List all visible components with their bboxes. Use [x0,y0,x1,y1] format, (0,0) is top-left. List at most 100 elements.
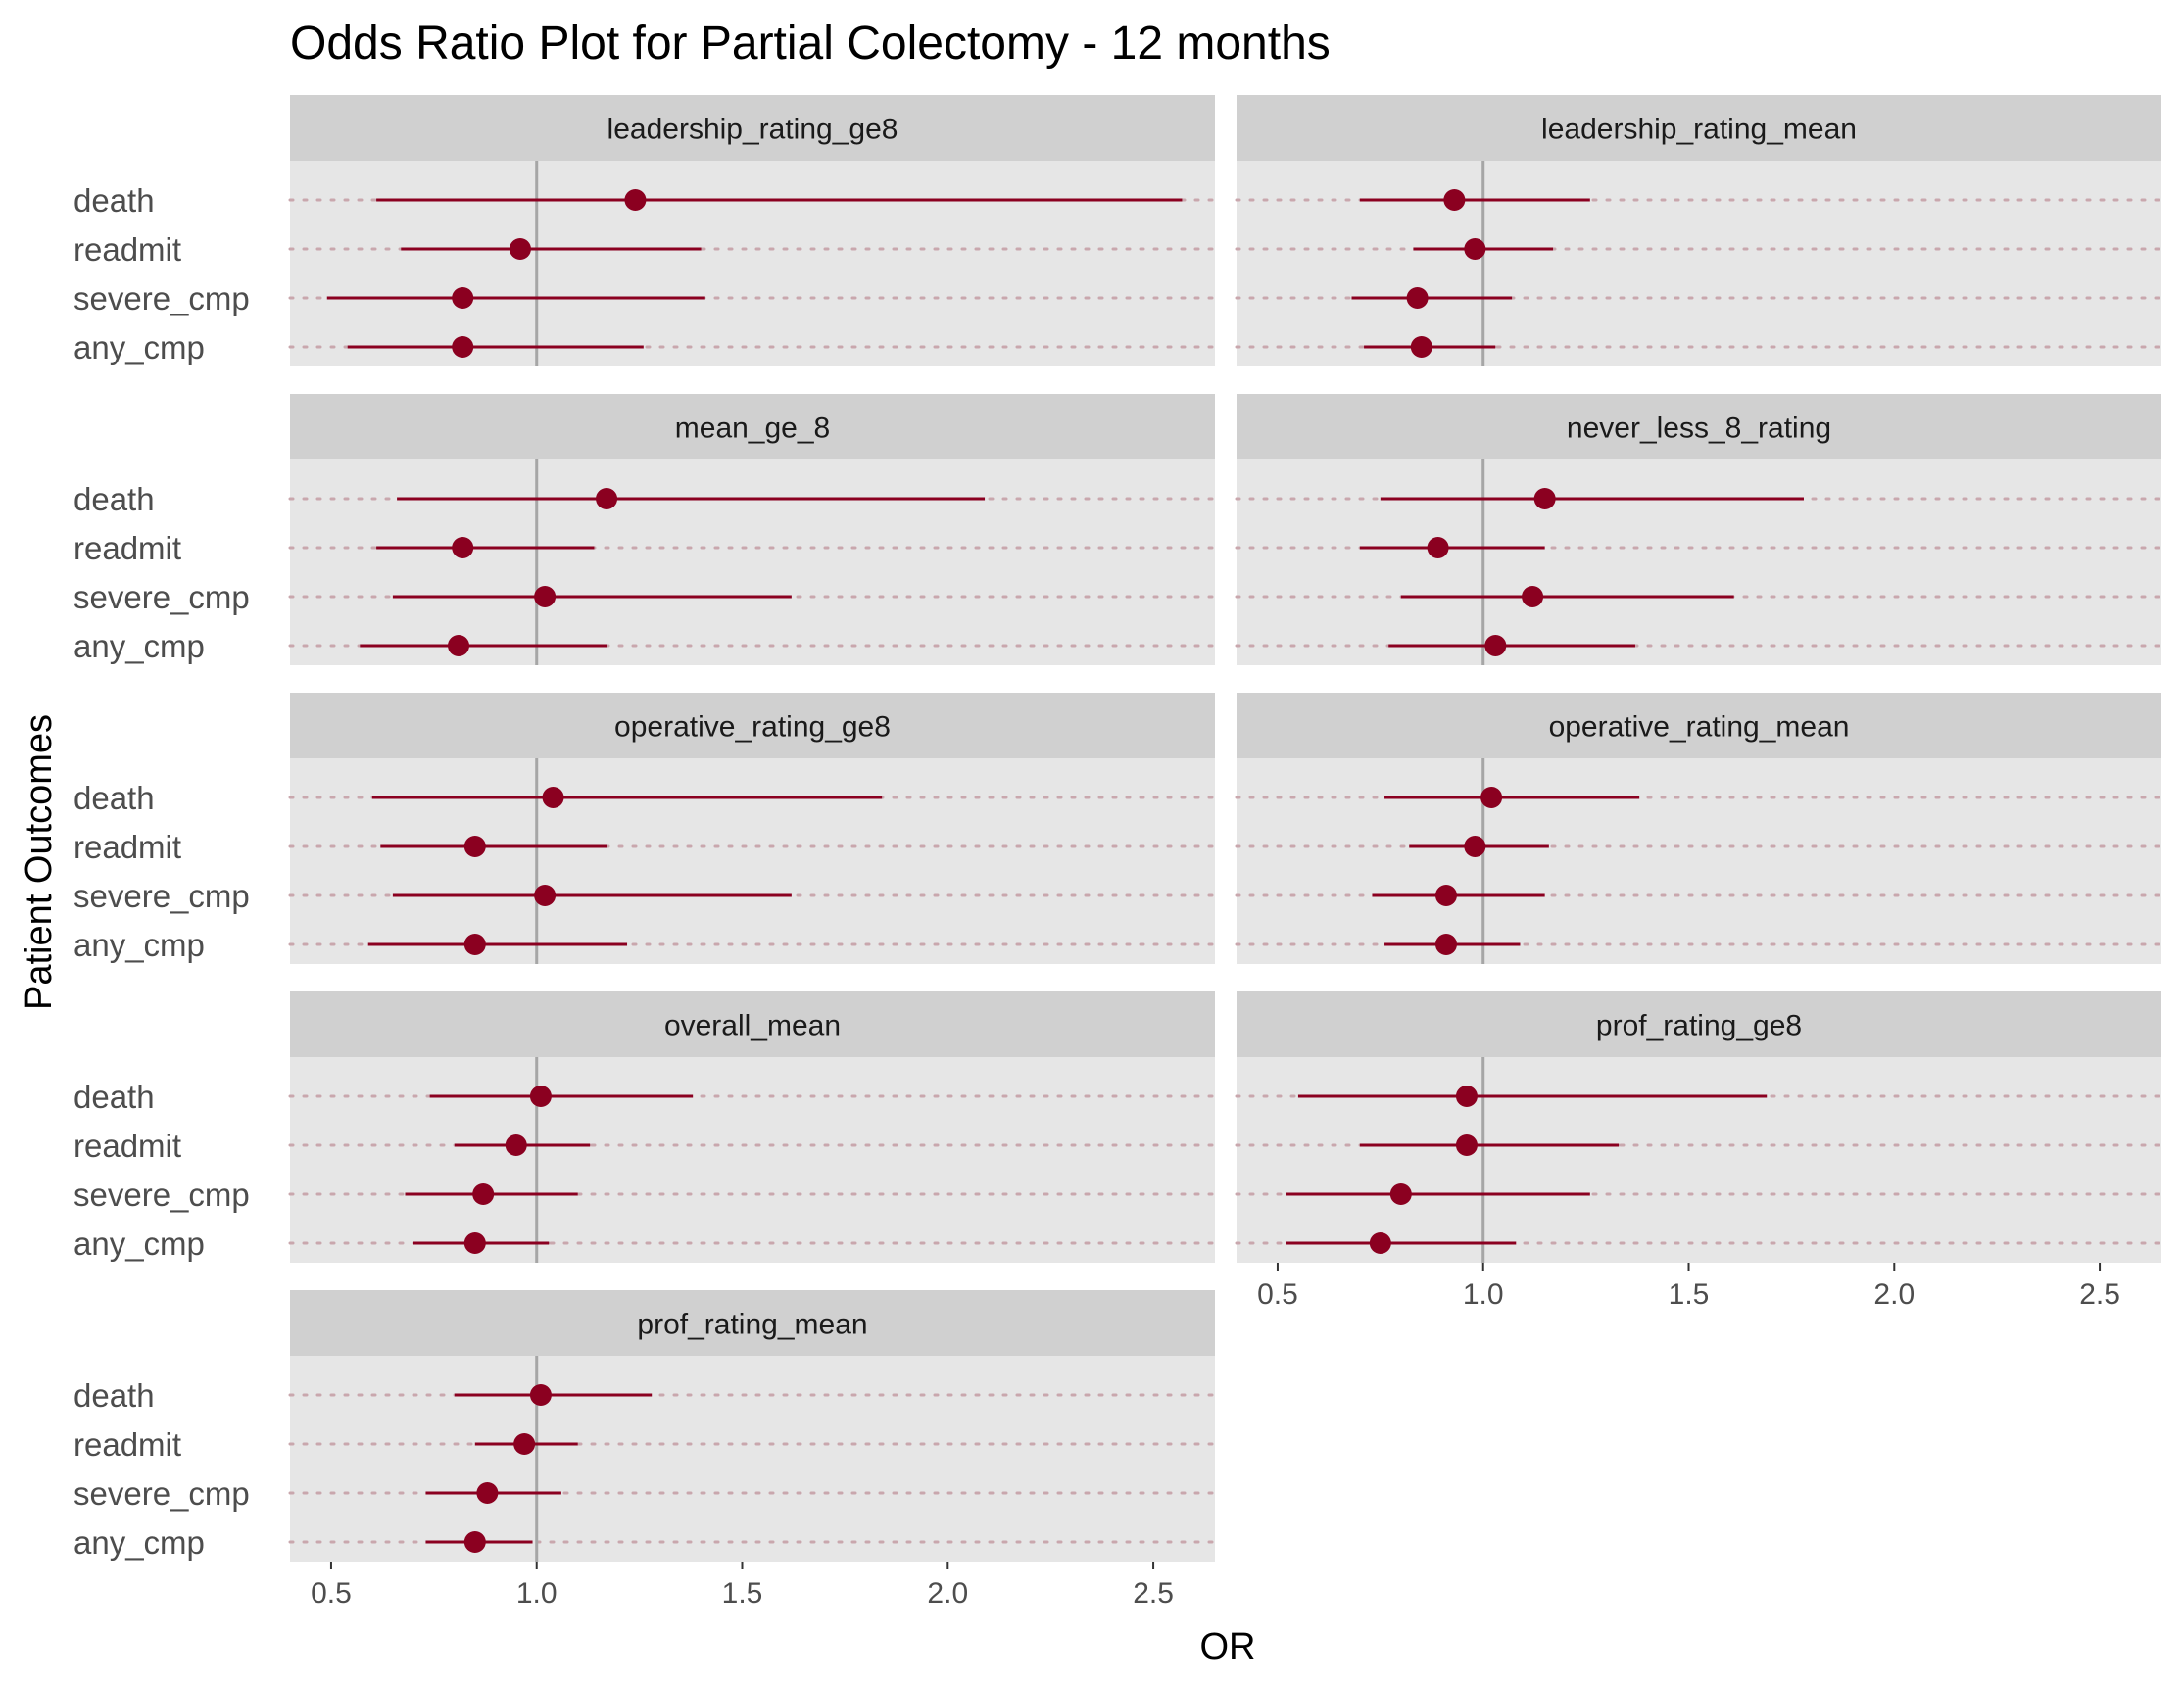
y-tick-label: any_cmp [73,628,205,664]
odds-ratio-point [1389,1183,1412,1205]
y-tick-label: death [73,1377,155,1414]
y-tick-label: readmit [73,530,181,566]
odds-ratio-point [1464,238,1486,260]
odds-ratio-point [596,488,618,509]
odds-ratio-point [1443,189,1466,211]
odds-ratio-point [1410,336,1432,358]
odds-ratio-point [513,1433,536,1455]
x-tick-label: 1.5 [1669,1279,1710,1311]
facet-strip [1237,991,2161,1057]
y-tick-label: severe_cmp [73,878,250,914]
odds-ratio-point [1522,586,1544,607]
y-tick-label: readmit [73,829,181,865]
y-tick-label: death [73,1079,155,1115]
panel-background [1237,161,2161,366]
odds-ratio-point [1455,1086,1478,1107]
facet-strip [290,991,1215,1057]
y-tick-label: death [73,780,155,816]
facet-strip-label: prof_rating_ge8 [1596,1010,1802,1042]
odds-ratio-point [1406,287,1429,309]
odds-ratio-point [463,934,486,955]
x-tick-label: 2.0 [927,1577,968,1610]
facet-strip [1237,95,2161,161]
facet-strip [290,394,1215,459]
odds-ratio-point [1455,1134,1478,1156]
x-axes: 0.5 1.0 1.5 2.0 2.5 0.5 1.0 1.5 2.0 2.5 [311,1263,2120,1610]
facet-strip [290,1290,1215,1356]
y-tick-label: readmit [73,1128,181,1164]
y-tick-label: severe_cmp [73,280,250,316]
facet-strip-label: leadership_rating_mean [1541,114,1857,146]
odds-ratio-point [1484,635,1507,656]
odds-ratio-point [509,238,531,260]
y-tick-label: any_cmp [73,1524,205,1561]
facet-strip-label: never_less_8_rating [1567,412,1831,445]
odds-ratio-point [1427,537,1449,558]
facet-strip-label: operative_rating_mean [1549,711,1850,744]
x-tick-label: 1.0 [1463,1279,1504,1311]
x-tick-label: 2.5 [2079,1279,2120,1311]
facet-strip-label: overall_mean [664,1010,841,1042]
odds-ratio-point [463,1531,486,1553]
x-tick-label: 2.0 [1873,1279,1915,1311]
facet-panel: leadership_rating_mean [1235,95,2163,366]
odds-ratio-point [534,586,557,607]
facet-panel: prof_rating_ge8 [1235,991,2163,1263]
odds-ratio-point [542,787,564,808]
panel-background [290,1356,1215,1562]
chart-title: Odds Ratio Plot for Partial Colectomy - … [290,18,1331,70]
odds-ratio-point [1464,836,1486,857]
panel-background [1237,459,2161,665]
facet-panel: operative_rating_mean [1235,693,2163,964]
x-tick-label: 0.5 [311,1577,352,1610]
x-tick-label: 1.5 [722,1577,763,1610]
odds-ratio-point [463,1232,486,1254]
odds-ratio-point [1533,488,1556,509]
odds-ratio-point [452,287,474,309]
y-tick-label: severe_cmp [73,579,250,615]
panel-background [290,459,1215,665]
facet-strip [290,95,1215,161]
y-tick-label: readmit [73,231,181,267]
y-tick-label: any_cmp [73,1226,205,1262]
odds-ratio-point [1434,934,1457,955]
facet-strip [1237,693,2161,758]
y-tick-label: severe_cmp [73,1177,250,1213]
odds-ratio-point [448,635,470,656]
odds-ratio-point [463,836,486,857]
facet-strip [1237,394,2161,459]
x-axis-title: OR [1200,1626,1256,1667]
y-tick-label: readmit [73,1426,181,1463]
panel-background [290,161,1215,366]
odds-ratio-point [505,1134,527,1156]
odds-ratio-point [1369,1232,1391,1254]
x-tick-label: 1.0 [516,1577,558,1610]
facet-panel: never_less_8_rating [1235,394,2163,665]
odds-ratio-point [529,1086,552,1107]
y-tick-label: death [73,481,155,517]
y-tick-label: severe_cmp [73,1475,250,1512]
y-axis-title: Patient Outcomes [19,714,60,1010]
panel-background [290,758,1215,964]
y-tick-label: death [73,182,155,218]
facet-strip-label: mean_ge_8 [675,412,830,445]
facet-strip [290,693,1215,758]
odds-ratio-point [452,537,474,558]
y-tick-label: any_cmp [73,329,205,365]
y-tick-label: any_cmp [73,927,205,963]
x-tick-label: 2.5 [1133,1577,1174,1610]
odds-ratio-point [529,1384,552,1406]
facet-strip-label: prof_rating_mean [637,1309,867,1341]
odds-ratio-point [624,189,647,211]
odds-ratio-point [476,1482,499,1504]
odds-ratio-point [1434,885,1457,906]
panel-background [1237,758,2161,964]
x-tick-label: 0.5 [1257,1279,1298,1311]
